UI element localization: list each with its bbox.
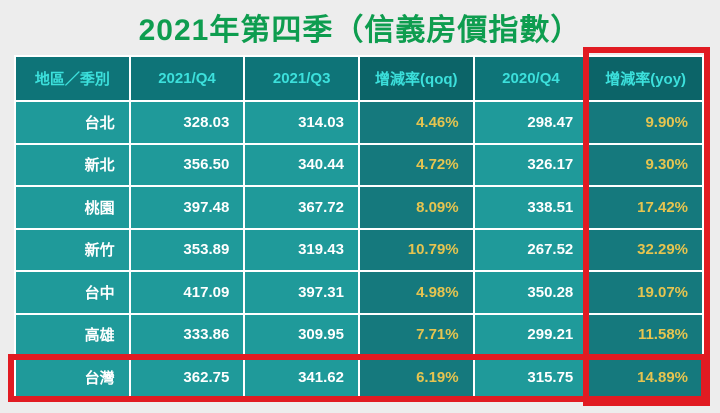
qoq-cell: 10.79% [357, 227, 475, 272]
value-cell-2020q4: 299.21 [472, 312, 590, 357]
qoq-cell: 4.46% [357, 100, 475, 145]
region-cell: 桃園 [14, 185, 131, 230]
value-cell-2021q4: 333.86 [128, 312, 246, 357]
table-row-taiwan: 台灣 362.75 341.62 6.19% 315.75 14.89% [14, 355, 704, 400]
value-cell-2021q4: 397.48 [128, 185, 246, 230]
value-cell-2020q4: 350.28 [472, 270, 590, 315]
table-row-hsinchu: 新竹 353.89 319.43 10.79% 267.52 32.29% [14, 227, 704, 272]
region-cell: 新竹 [14, 227, 131, 272]
table-row-kaohsiung: 高雄 333.86 309.95 7.71% 299.21 11.58% [14, 312, 704, 357]
value-cell-2020q4: 267.52 [472, 227, 590, 272]
yoy-cell: 32.29% [587, 227, 704, 272]
value-cell-2021q4: 356.50 [128, 142, 246, 187]
table-row-taoyuan: 桃園 397.48 367.72 8.09% 338.51 17.42% [14, 185, 704, 230]
header-row: 地區／季別 2021/Q4 2021/Q3 增減率(qoq) 2020/Q4 增… [14, 55, 704, 102]
table-row-taipei: 台北 328.03 314.03 4.46% 298.47 9.90% [14, 100, 704, 145]
yoy-cell: 14.89% [587, 355, 704, 400]
qoq-cell: 7.71% [357, 312, 475, 357]
qoq-cell: 6.19% [357, 355, 475, 400]
column-header-yoy: 增減率(yoy) [587, 55, 704, 102]
value-cell-2021q3: 397.31 [243, 270, 360, 315]
table-row-newtaipei: 新北 356.50 340.44 4.72% 326.17 9.30% [14, 142, 704, 187]
yoy-cell: 19.07% [587, 270, 704, 315]
table-row-taichung: 台中 417.09 397.31 4.98% 350.28 19.07% [14, 270, 704, 315]
value-cell-2021q3: 309.95 [243, 312, 360, 357]
value-cell-2021q3: 319.43 [243, 227, 360, 272]
value-cell-2021q3: 367.72 [243, 185, 360, 230]
column-header-2020q4: 2020/Q4 [472, 55, 590, 102]
value-cell-2021q3: 341.62 [243, 355, 360, 400]
table-header: 地區／季別 2021/Q4 2021/Q3 增減率(qoq) 2020/Q4 增… [14, 55, 704, 102]
yoy-cell: 9.90% [587, 100, 704, 145]
column-header-region: 地區／季別 [14, 55, 131, 102]
region-cell: 台中 [14, 270, 131, 315]
yoy-cell: 9.30% [587, 142, 704, 187]
column-header-2021q4: 2021/Q4 [128, 55, 246, 102]
qoq-cell: 8.09% [357, 185, 475, 230]
value-cell-2020q4: 298.47 [472, 100, 590, 145]
page-title: 2021年第四季（信義房價指數） [138, 14, 582, 47]
region-cell: 新北 [14, 142, 131, 187]
value-cell-2021q3: 340.44 [243, 142, 360, 187]
housing-price-index-table: 地區／季別 2021/Q4 2021/Q3 增減率(qoq) 2020/Q4 增… [14, 55, 704, 400]
qoq-cell: 4.72% [357, 142, 475, 187]
value-cell-2021q4: 353.89 [128, 227, 246, 272]
value-cell-2020q4: 315.75 [472, 355, 590, 400]
region-cell: 高雄 [14, 312, 131, 357]
value-cell-2020q4: 338.51 [472, 185, 590, 230]
yoy-cell: 17.42% [587, 185, 704, 230]
qoq-cell: 4.98% [357, 270, 475, 315]
value-cell-2020q4: 326.17 [472, 142, 590, 187]
value-cell-2021q4: 417.09 [128, 270, 246, 315]
column-header-qoq: 增減率(qoq) [357, 55, 475, 102]
region-cell: 台北 [14, 100, 131, 145]
yoy-cell: 11.58% [587, 312, 704, 357]
value-cell-2021q4: 328.03 [128, 100, 246, 145]
region-cell: 台灣 [14, 355, 131, 400]
table-body: 台北 328.03 314.03 4.46% 298.47 9.90% 新北 3… [14, 100, 704, 400]
value-cell-2021q4: 362.75 [128, 355, 246, 400]
column-header-2021q3: 2021/Q3 [243, 55, 360, 102]
value-cell-2021q3: 314.03 [243, 100, 360, 145]
